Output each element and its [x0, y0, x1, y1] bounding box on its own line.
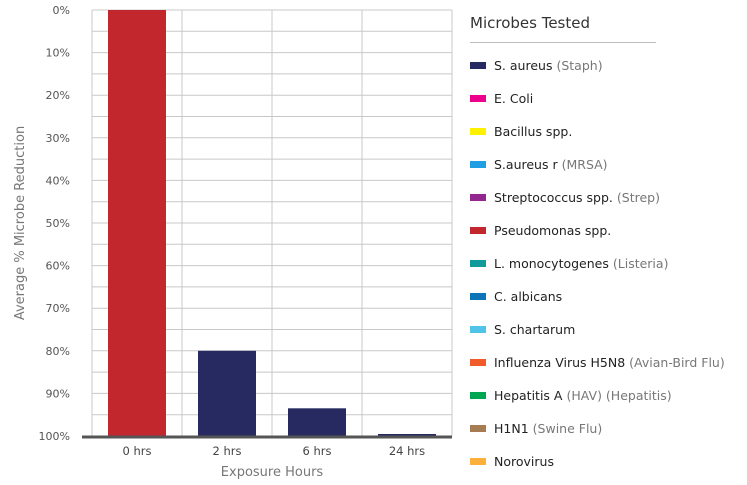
- legend-item: Norovirus: [470, 445, 745, 478]
- legend-swatch: [470, 326, 486, 333]
- legend-item-name: C. albicans: [494, 289, 563, 304]
- y-tick-label: 40%: [46, 174, 70, 187]
- y-tick-label: 0%: [53, 4, 70, 17]
- legend-swatch: [470, 425, 486, 432]
- x-tick-label: 6 hrs: [303, 444, 332, 458]
- legend-item-note: (Staph): [556, 58, 603, 73]
- y-axis-title: Average % Microbe Reduction: [13, 126, 28, 320]
- bar-chart: 0% 10% 20% 30% 40% 50% 60% 70% 80% 90% 100% 0 hrs 2…: [13, 4, 453, 480]
- legend-item-name: Hepatitis A: [494, 388, 563, 403]
- bar-0-hrs: [108, 10, 166, 436]
- legend-item-name: L. monocytogenes: [494, 256, 609, 271]
- x-axis-title: Exposure Hours: [221, 465, 324, 480]
- y-tick-label: 100%: [39, 430, 70, 443]
- legend-swatch: [470, 260, 486, 267]
- y-tick-label: 80%: [46, 345, 70, 358]
- legend-item: E. Coli: [470, 82, 745, 115]
- legend-item-name: H1N1: [494, 421, 529, 436]
- legend-item: S.aureus r (MRSA): [470, 148, 745, 181]
- legend-item-name: S.aureus r: [494, 157, 558, 172]
- bars: [108, 10, 436, 436]
- legend-item-note: (MRSA): [561, 157, 608, 172]
- x-axis-ticks: 0 hrs 2 hrs 6 hrs 24 hrs: [123, 444, 426, 458]
- legend-swatch: [470, 227, 486, 234]
- legend-swatch: [470, 161, 486, 168]
- legend-item: H1N1 (Swine Flu): [470, 412, 745, 445]
- legend-swatch: [470, 95, 486, 102]
- legend-item: Influenza Virus H5N8 (Avian-Bird Flu): [470, 346, 745, 379]
- legend-item: L. monocytogenes (Listeria): [470, 247, 745, 280]
- y-axis-ticks: 0% 10% 20% 30% 40% 50% 60% 70% 80% 90% 100%: [39, 4, 70, 443]
- y-tick-label: 50%: [46, 217, 70, 230]
- legend-item-name: Pseudomonas spp.: [494, 223, 612, 238]
- legend-item: S. chartarum: [470, 313, 745, 346]
- legend-swatch: [470, 392, 486, 399]
- legend-item-note: (HAV) (Hepatitis): [566, 388, 672, 403]
- legend-item-name: S. aureus: [494, 58, 553, 73]
- legend-item: Pseudomonas spp.: [470, 214, 745, 247]
- legend-item-name: Bacillus spp.: [494, 124, 573, 139]
- legend-item-name: Influenza Virus H5N8: [494, 355, 626, 370]
- bar-2-hrs: [198, 350, 256, 436]
- legend-item-note: (Swine Flu): [532, 421, 603, 436]
- bar-24-hrs: [378, 434, 436, 436]
- legend-item-note: (Avian-Bird Flu): [629, 355, 725, 370]
- legend-swatch: [470, 458, 486, 465]
- x-tick-label: 24 hrs: [389, 444, 425, 458]
- legend: Microbes Tested S. aureus (Staph) E. Coli B…: [470, 14, 745, 478]
- bar-6-hrs: [288, 408, 346, 436]
- legend-item-name: Streptococcus spp.: [494, 190, 613, 205]
- y-tick-label: 90%: [46, 387, 70, 400]
- y-tick-label: 60%: [46, 260, 70, 273]
- legend-item-name: E. Coli: [494, 91, 534, 106]
- legend-item: Streptococcus spp. (Strep): [470, 181, 745, 214]
- legend-items: S. aureus (Staph) E. Coli Bacillus spp. S.au…: [470, 49, 745, 478]
- legend-item-name: Norovirus: [494, 454, 554, 469]
- y-tick-label: 30%: [46, 132, 70, 145]
- legend-item-name: S. chartarum: [494, 322, 576, 337]
- legend-title: Microbes Tested: [470, 14, 656, 43]
- legend-swatch: [470, 128, 486, 135]
- legend-item: S. aureus (Staph): [470, 49, 745, 82]
- legend-swatch: [470, 359, 486, 366]
- y-tick-label: 70%: [46, 302, 70, 315]
- x-tick-label: 2 hrs: [213, 444, 242, 458]
- y-tick-label: 10%: [46, 47, 70, 60]
- legend-item: Bacillus spp.: [470, 115, 745, 148]
- legend-swatch: [470, 62, 486, 69]
- legend-item: C. albicans: [470, 280, 745, 313]
- x-tick-label: 0 hrs: [123, 444, 152, 458]
- legend-swatch: [470, 293, 486, 300]
- legend-swatch: [470, 194, 486, 201]
- legend-item-note: (Listeria): [612, 256, 669, 271]
- y-tick-label: 20%: [46, 89, 70, 102]
- legend-item-note: (Strep): [616, 190, 660, 205]
- legend-item: Hepatitis A (HAV) (Hepatitis): [470, 379, 745, 412]
